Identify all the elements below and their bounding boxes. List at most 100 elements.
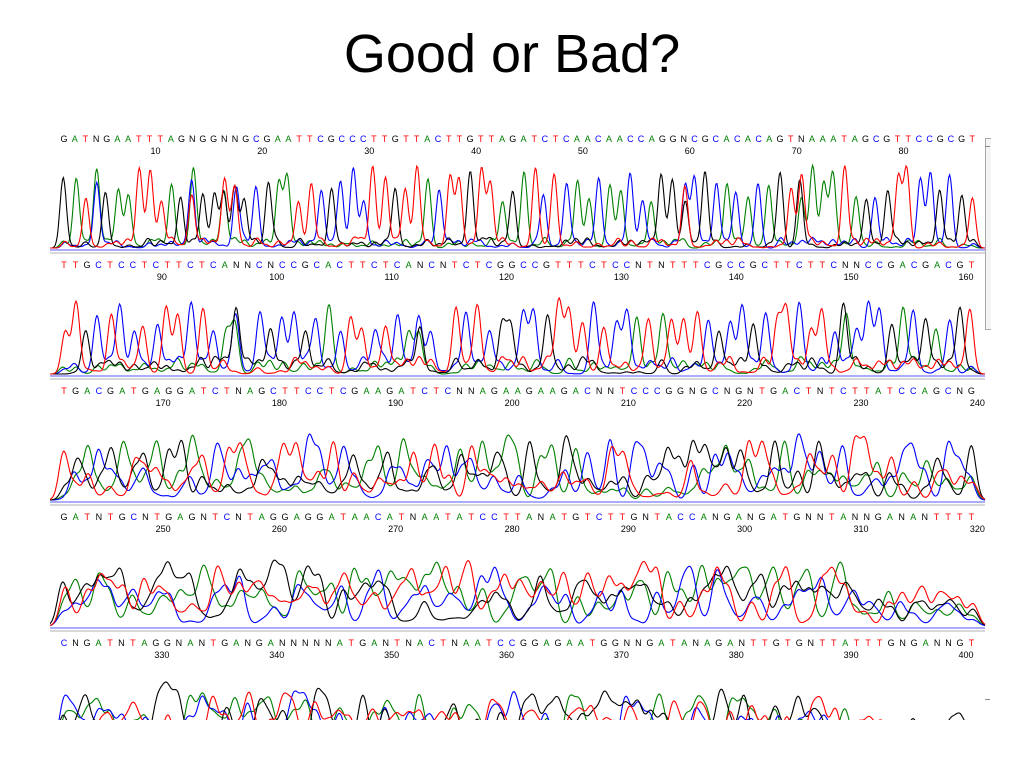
- base-call: C: [130, 260, 137, 270]
- base-call: T: [348, 638, 354, 648]
- base-call: C: [421, 386, 428, 396]
- base-call: C: [445, 386, 452, 396]
- base-call: T: [165, 260, 171, 270]
- base-call: N: [410, 512, 417, 522]
- base-call: A: [875, 386, 881, 396]
- base-call: C: [118, 260, 125, 270]
- base-call: G: [922, 260, 929, 270]
- base-call: C: [691, 134, 698, 144]
- base-call: A: [842, 638, 848, 648]
- base-call: C: [796, 260, 803, 270]
- base-call: T: [567, 260, 573, 270]
- position-label: 310: [853, 524, 868, 534]
- base-call: A: [125, 134, 131, 144]
- base-call: N: [853, 260, 860, 270]
- base-call: T: [806, 386, 812, 396]
- base-call: T: [136, 134, 142, 144]
- base-call: C: [638, 134, 645, 144]
- base-call: N: [232, 134, 239, 144]
- base-call: C: [761, 260, 768, 270]
- base-call: A: [666, 512, 672, 522]
- base-call: C: [727, 260, 734, 270]
- base-call: A: [934, 260, 940, 270]
- base-call: N: [642, 512, 649, 522]
- base-call: G: [497, 260, 504, 270]
- trace-a: [50, 163, 985, 249]
- position-label: 150: [844, 272, 859, 282]
- base-call: G: [659, 134, 666, 144]
- base-call: A: [422, 512, 428, 522]
- base-call: A: [745, 134, 751, 144]
- base-call: T: [282, 386, 288, 396]
- base-call: G: [328, 134, 335, 144]
- base-call: T: [403, 134, 409, 144]
- base-call: C: [256, 260, 263, 270]
- trace-t: [50, 164, 986, 249]
- base-call: G: [670, 134, 677, 144]
- base-call: A: [424, 134, 430, 144]
- position-label: 180: [272, 398, 287, 408]
- base-call: T: [585, 512, 591, 522]
- base-call: G: [968, 386, 975, 396]
- base-call: G: [572, 512, 579, 522]
- base-call: G: [177, 386, 184, 396]
- base-call: C: [95, 260, 102, 270]
- base-call: C: [279, 260, 286, 270]
- base-call: N: [245, 260, 252, 270]
- base-call: A: [515, 386, 521, 396]
- scrollbar-thumb[interactable]: [985, 138, 991, 330]
- base-call: A: [73, 512, 79, 522]
- base-call: G: [630, 512, 637, 522]
- base-call: A: [910, 512, 916, 522]
- base-call: A: [268, 638, 274, 648]
- base-call: G: [883, 134, 890, 144]
- base-call: A: [398, 386, 404, 396]
- base-call: C: [317, 386, 324, 396]
- base-call: A: [84, 386, 90, 396]
- base-call: N: [805, 512, 812, 522]
- base-call: G: [612, 638, 619, 648]
- base-call: T: [561, 512, 567, 522]
- base-call: C: [491, 512, 498, 522]
- base-call: C: [945, 260, 952, 270]
- base-call: C: [532, 260, 539, 270]
- base-call: G: [107, 386, 114, 396]
- base-call: A: [499, 134, 505, 144]
- base-call: T: [296, 134, 302, 144]
- base-call: T: [201, 386, 207, 396]
- base-call: T: [130, 638, 136, 648]
- base-call: A: [727, 638, 733, 648]
- base-call: C: [712, 386, 719, 396]
- base-call: G: [119, 512, 126, 522]
- position-label: 90: [157, 272, 167, 282]
- base-call: G: [600, 638, 607, 648]
- position-label: 400: [958, 650, 973, 660]
- base-call: C: [360, 134, 367, 144]
- position-label: 290: [621, 524, 636, 534]
- trace-a: [50, 561, 986, 627]
- base-call: G: [221, 638, 228, 648]
- base-call: T: [107, 638, 113, 648]
- base-call: C: [595, 134, 602, 144]
- base-call: G: [724, 512, 731, 522]
- base-call: T: [934, 512, 940, 522]
- base-call: A: [766, 134, 772, 144]
- base-call: G: [302, 260, 309, 270]
- base-call: G: [773, 638, 780, 648]
- base-call: C: [563, 134, 570, 144]
- base-call: C: [612, 260, 619, 270]
- base-call: C: [677, 512, 684, 522]
- base-call: G: [316, 512, 323, 522]
- base-call: G: [83, 638, 90, 648]
- base-call: A: [736, 512, 742, 522]
- base-call: T: [157, 134, 163, 144]
- position-label: 120: [499, 272, 514, 282]
- base-call: G: [256, 638, 263, 648]
- base-call: T: [601, 260, 607, 270]
- base-call: C: [627, 134, 634, 144]
- position-label: 110: [385, 272, 399, 282]
- base-call: C: [945, 386, 952, 396]
- base-call: A: [387, 512, 393, 522]
- base-call: T: [399, 512, 405, 522]
